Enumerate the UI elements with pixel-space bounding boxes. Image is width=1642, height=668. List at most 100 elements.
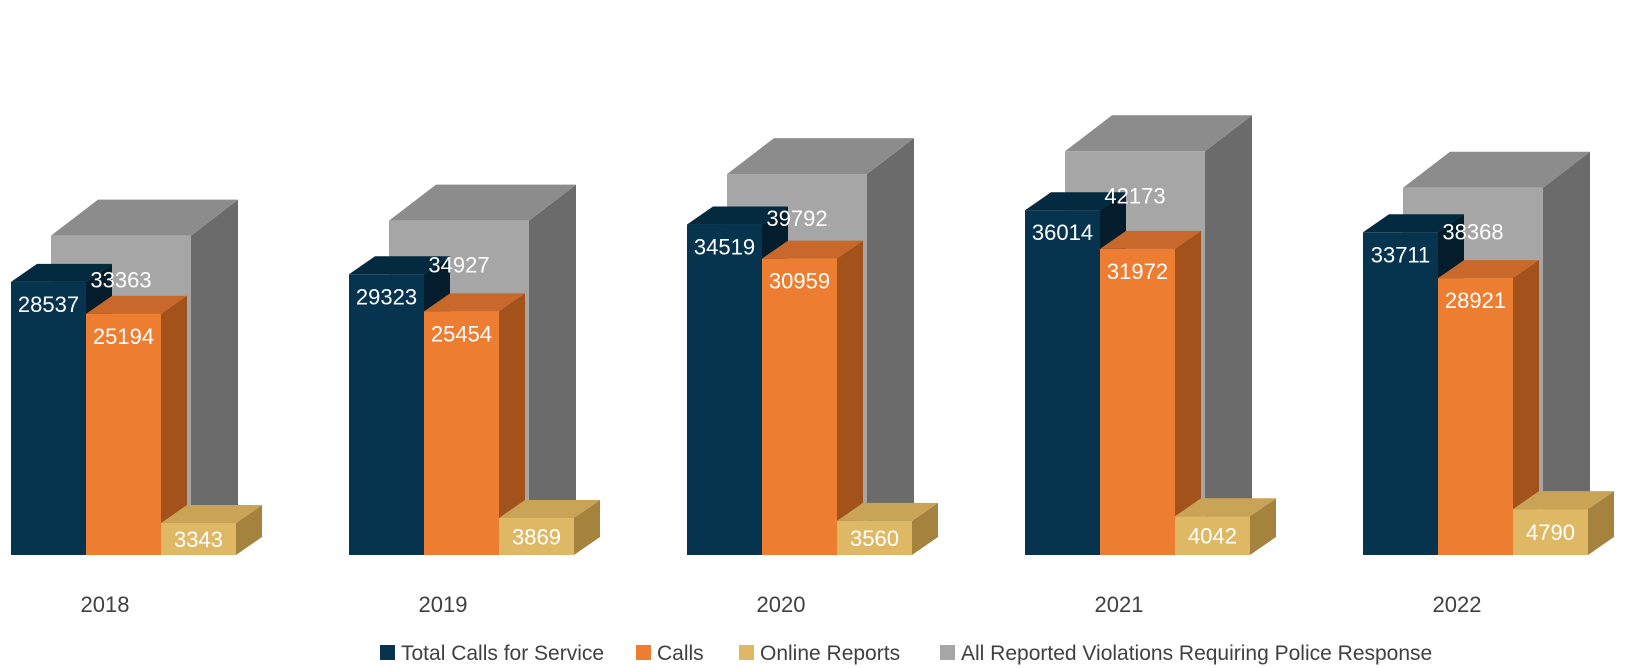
bar-side-face bbox=[1543, 151, 1590, 556]
bar-online-reports-2022 bbox=[1513, 491, 1614, 555]
bar-front-face bbox=[499, 517, 574, 555]
bar-side-face bbox=[1513, 260, 1539, 555]
bar-top-face bbox=[424, 293, 525, 312]
bar-front-face bbox=[86, 313, 161, 555]
value-label-all-reported-violations-requiring-police-response-2020: 39792 bbox=[766, 206, 827, 231]
value-label-total-calls-for-service-2021: 36014 bbox=[1032, 220, 1093, 245]
value-label-all-reported-violations-requiring-police-response-2018: 33363 bbox=[90, 268, 151, 293]
bar-top-face bbox=[727, 138, 914, 175]
bar-online-reports-2020 bbox=[837, 502, 938, 555]
legend-label: Calls bbox=[657, 642, 704, 665]
legend-label: All Reported Violations Requiring Police… bbox=[961, 642, 1432, 665]
bar-side-face bbox=[1250, 498, 1276, 555]
value-label-total-calls-for-service-2020: 34519 bbox=[694, 235, 755, 260]
bar-top-face bbox=[349, 256, 450, 275]
bar-top-face bbox=[762, 240, 863, 259]
bar-top-face bbox=[1065, 115, 1252, 152]
value-labels-layer: 33363 28537 25194 3343 34927 29323 25454 3869 39… bbox=[18, 183, 1575, 552]
category-label-2018: 2018 bbox=[81, 592, 130, 617]
value-label-online-reports-2019: 3869 bbox=[512, 524, 561, 549]
category-label-2019: 2019 bbox=[419, 592, 468, 617]
bar-front-face bbox=[1513, 509, 1588, 555]
bar-side-face bbox=[529, 184, 576, 555]
legend-item-online-reports: Online Reports bbox=[739, 642, 900, 665]
bar-front-face bbox=[161, 522, 236, 555]
bar-top-face bbox=[1438, 260, 1539, 279]
bar-calls-2020 bbox=[762, 240, 863, 555]
bar-front-face bbox=[762, 258, 837, 555]
bar-calls-2018 bbox=[86, 295, 187, 555]
bar-side-face bbox=[837, 240, 863, 555]
value-label-online-reports-2022: 4790 bbox=[1526, 520, 1575, 545]
category-labels-layer: 2018 2019 2020 2021 2022 bbox=[81, 592, 1482, 617]
legend-swatch bbox=[636, 645, 651, 660]
bar-side-face bbox=[161, 295, 187, 555]
bar-side-face bbox=[236, 504, 262, 555]
bar-calls-2021 bbox=[1100, 230, 1201, 555]
bar-front-face bbox=[837, 520, 912, 555]
bar-side-face bbox=[1588, 491, 1614, 555]
value-label-all-reported-violations-requiring-police-response-2022: 38368 bbox=[1442, 220, 1503, 245]
bar-side-face bbox=[191, 199, 238, 555]
value-label-online-reports-2021: 4042 bbox=[1188, 524, 1237, 549]
bar-front-face bbox=[1025, 210, 1100, 555]
bar-calls-2019 bbox=[424, 293, 525, 555]
value-label-total-calls-for-service-2022: 33711 bbox=[1371, 242, 1431, 267]
bar-top-face bbox=[837, 502, 938, 521]
value-label-total-calls-for-service-2019: 29323 bbox=[356, 284, 417, 309]
bar-top-face bbox=[499, 499, 600, 518]
category-label-2021: 2021 bbox=[1095, 592, 1144, 617]
bar-top-face bbox=[11, 263, 112, 282]
bar-top-face bbox=[687, 206, 788, 225]
bar-top-face bbox=[389, 184, 576, 221]
value-label-all-reported-violations-requiring-police-response-2021: 42173 bbox=[1104, 183, 1165, 208]
bar-front-face bbox=[349, 274, 424, 555]
value-label-calls-2022: 28921 bbox=[1445, 288, 1506, 313]
bar-side-face bbox=[499, 293, 525, 555]
bar-front-face bbox=[1175, 516, 1250, 555]
bar-top-face bbox=[1175, 498, 1276, 517]
legend-item-total-calls-for-service: Total Calls for Service bbox=[380, 642, 604, 665]
bar-top-face bbox=[1403, 151, 1590, 188]
value-label-all-reported-violations-requiring-police-response-2019: 34927 bbox=[428, 253, 489, 278]
bar-side-face bbox=[912, 502, 938, 555]
legend-swatch bbox=[380, 645, 395, 660]
value-label-calls-2020: 30959 bbox=[769, 269, 830, 294]
bar-online-reports-2018 bbox=[161, 504, 262, 555]
legend-item-calls: Calls bbox=[636, 642, 704, 665]
category-label-2022: 2022 bbox=[1433, 592, 1482, 617]
bar-top-face bbox=[51, 199, 238, 236]
bar-side-face bbox=[574, 499, 600, 555]
bars-layer bbox=[11, 115, 1614, 556]
bar-front-face bbox=[1100, 248, 1175, 555]
bar-front-face bbox=[11, 281, 86, 555]
legend-swatch bbox=[940, 645, 955, 660]
value-label-online-reports-2018: 3343 bbox=[174, 527, 223, 552]
bar-top-face bbox=[161, 504, 262, 523]
bar-calls-2022 bbox=[1438, 260, 1539, 555]
bar-front-face bbox=[1438, 278, 1513, 555]
bar-side-face bbox=[1175, 230, 1201, 555]
value-label-calls-2019: 25454 bbox=[431, 321, 492, 346]
bar-online-reports-2019 bbox=[499, 499, 600, 555]
bar-front-face bbox=[424, 311, 499, 555]
bar-online-reports-2021 bbox=[1175, 498, 1276, 555]
legend-item-all-reported-violations-requiring-police-response: All Reported Violations Requiring Police… bbox=[940, 642, 1432, 665]
bar-top-face bbox=[1513, 491, 1614, 510]
legend-swatch bbox=[739, 645, 754, 660]
bar-side-face bbox=[867, 138, 914, 556]
legend: Total Calls for Service Calls Online Repor… bbox=[380, 642, 1432, 665]
value-label-calls-2021: 31972 bbox=[1107, 259, 1168, 284]
legend-label: Online Reports bbox=[760, 642, 900, 665]
bar-top-face bbox=[86, 295, 187, 314]
bar-front-face bbox=[1363, 232, 1438, 555]
value-label-total-calls-for-service-2018: 28537 bbox=[18, 292, 79, 317]
bar-top-face bbox=[1100, 230, 1201, 249]
bar-front-face bbox=[687, 224, 762, 555]
category-label-2020: 2020 bbox=[757, 592, 806, 617]
value-label-calls-2018: 25194 bbox=[93, 324, 154, 349]
bar-top-face bbox=[1363, 214, 1464, 233]
bar-top-face bbox=[1025, 192, 1126, 211]
legend-label: Total Calls for Service bbox=[401, 642, 604, 665]
